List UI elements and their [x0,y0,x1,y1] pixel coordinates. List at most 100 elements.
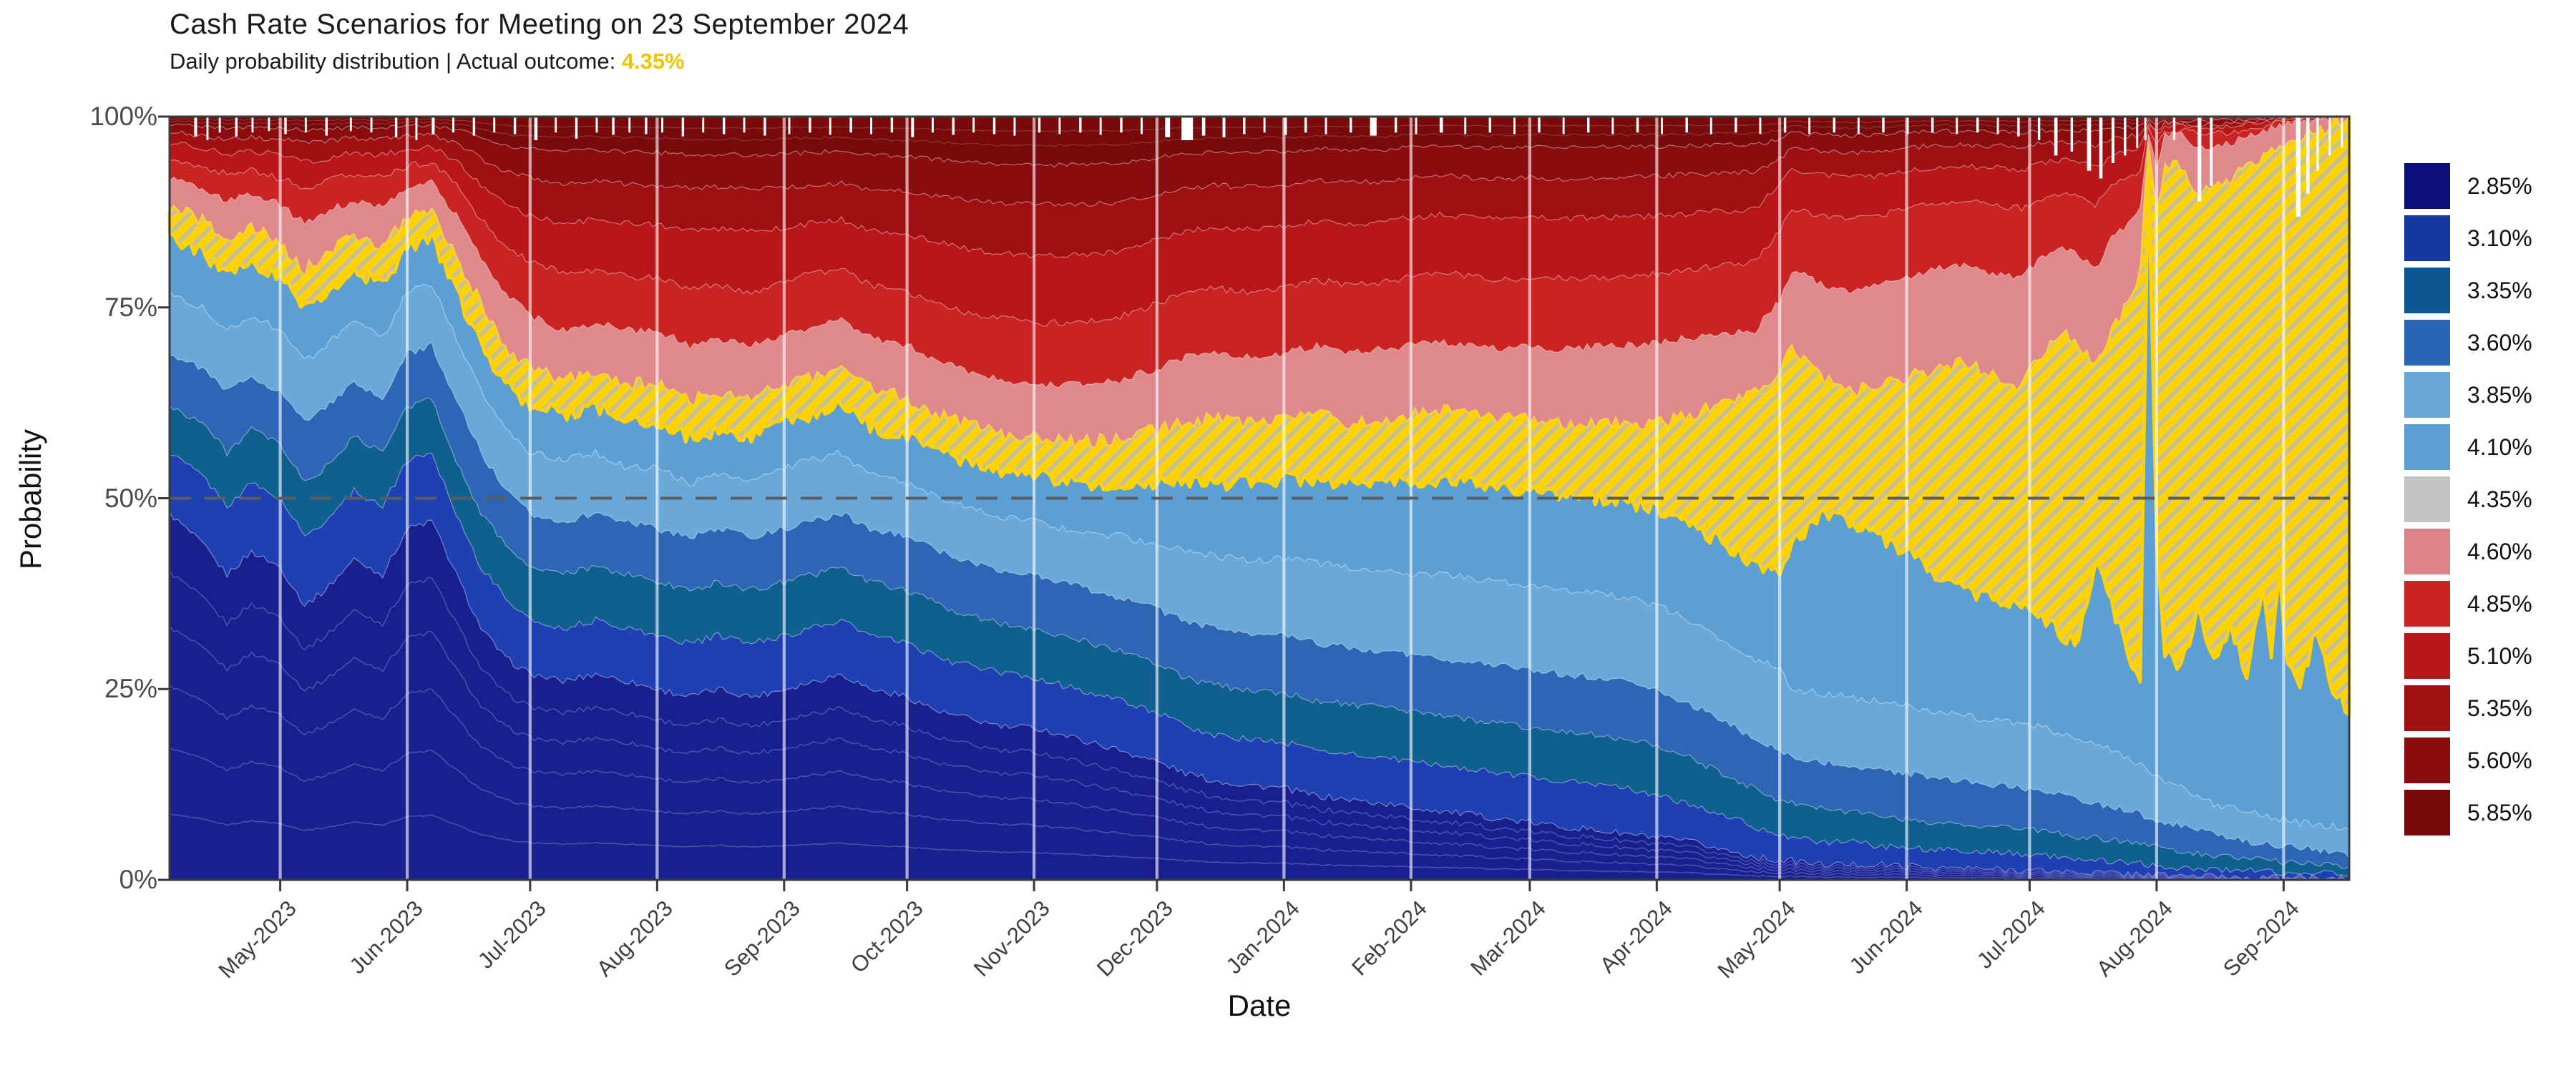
missing-data-gap [763,117,766,136]
missing-data-gap [370,117,373,133]
sub-contour [169,746,2350,881]
missing-data-gap [1808,117,1811,134]
missing-data-gap [870,117,872,134]
missing-data-gap [431,117,435,134]
sub-contour [169,116,2349,147]
legend-swatch [2404,215,2450,261]
legend-swatch [2404,268,2450,313]
legend-label: 3.35% [2467,277,2532,303]
missing-data-gap [1079,117,1082,133]
missing-data-gap [1833,117,1835,133]
legend-swatch [2404,633,2450,679]
legend-item: 4.85% [2404,581,2532,627]
missing-data-gap [743,117,746,133]
legend-swatch [2404,424,2450,470]
missing-data-gap [2017,117,2020,137]
missing-data-gap [2111,117,2114,163]
missing-data-gap [472,117,476,136]
missing-data-gap [2341,117,2343,148]
y-tick-label: 50% [104,483,157,513]
legend-label: 3.85% [2467,381,2532,408]
missing-data-gap [1181,117,1194,140]
missing-data-gap [1931,117,1934,133]
missing-data-gap [1415,117,1418,134]
sub-contour [169,569,2350,881]
legend-label: 5.60% [2467,747,2532,773]
missing-data-gap [513,117,517,134]
missing-data-gap [681,117,685,137]
missing-data-gap [1394,117,1397,133]
missing-data-gap [284,117,287,134]
y-tick-label: 0% [119,865,157,894]
legend-label: 4.35% [2467,486,2532,512]
missing-data-gap [1685,117,1688,133]
missing-data-gap [1038,117,1041,133]
missing-data-gap [1661,117,1663,134]
legend-label: 3.10% [2467,225,2532,251]
page-title: Cash Rate Scenarios for Meeting on 23 Se… [170,9,909,40]
missing-data-gap [1783,117,1787,133]
missing-data-gap [628,117,631,133]
missing-data-gap [702,117,705,133]
missing-data-gap [1538,117,1541,133]
missing-data-gap [268,117,270,132]
missing-data-gap [2144,117,2147,140]
sub-contour [169,116,2349,132]
missing-data-gap [206,117,209,140]
legend: 2.85% 3.10% 3.35% 3.60% 3.85% [2404,163,2532,842]
missing-data-gap [890,117,894,133]
missing-data-gap [932,117,934,133]
legend-item: 5.10% [2404,633,2532,679]
legend-item: 3.85% [2404,372,2532,418]
legend-item: 4.10% [2404,424,2532,470]
legend-item: 5.35% [2404,685,2532,731]
legend-swatch [2404,476,2450,522]
missing-data-gap [661,117,663,133]
outcome-value: 4.35% [621,49,685,74]
legend-label: 4.85% [2467,590,2532,617]
missing-data-gap [325,117,328,136]
missing-data-gap [1636,117,1639,133]
missing-data-gap [1709,117,1712,134]
missing-data-gap [1304,117,1307,133]
missing-data-gap [595,117,598,133]
missing-data-gap [612,117,615,135]
missing-data-gap [1857,117,1860,134]
missing-data-gap [1013,117,1016,136]
missing-data-gap [2054,117,2058,156]
legend-swatch [2404,372,2450,418]
legend-item: 5.85% [2404,790,2532,836]
legend-item: 4.35% [2404,476,2532,522]
missing-data-gap [1996,117,1999,134]
missing-data-gap [493,117,496,133]
missing-data-gap [452,117,454,133]
missing-data-gap [304,117,307,133]
missing-data-gap [1513,117,1516,134]
missing-data-gap [2136,117,2139,148]
missing-data-gap [992,117,996,134]
missing-data-gap [415,117,418,140]
legend-swatch [2404,790,2450,836]
legend-swatch [2404,685,2450,731]
missing-data-gap [1488,117,1491,133]
missing-data-gap [2037,117,2041,140]
missing-data-gap [1099,117,1102,135]
missing-data-gap [1201,117,1206,136]
missing-data-gap [849,117,852,133]
missing-data-gap [723,117,726,134]
missing-data-gap [2099,117,2103,179]
missing-data-gap [809,117,811,133]
missing-data-gap [235,117,238,137]
missing-data-gap [1562,117,1565,134]
legend-label: 5.10% [2467,642,2532,669]
missing-data-gap [218,117,221,133]
legend-swatch [2404,163,2450,209]
legend-item: 4.60% [2404,529,2532,574]
missing-data-gap [1324,117,1327,134]
missing-data-gap [394,117,398,137]
missing-data-gap [1058,117,1061,134]
legend-label: 5.35% [2467,695,2532,721]
legend-item: 3.35% [2404,268,2532,313]
y-tick-label: 25% [104,674,157,704]
missing-data-gap [2197,117,2202,202]
